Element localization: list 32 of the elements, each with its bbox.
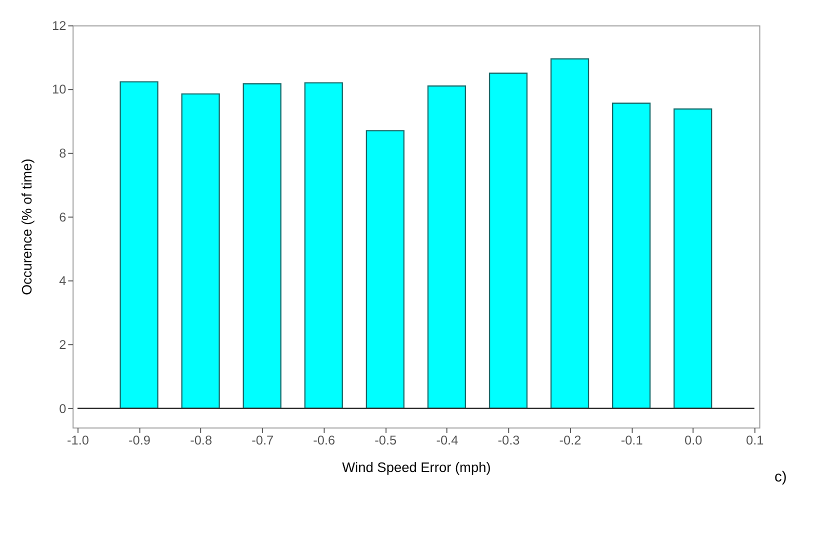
text: c) — [774, 470, 787, 486]
x-tick-label: -1.0 — [66, 432, 89, 448]
x-tick-label: -0.1 — [620, 432, 643, 448]
bar — [550, 58, 590, 409]
y-tick-label: 4 — [59, 273, 66, 288]
bar — [181, 93, 220, 409]
y-axis-title: Occurence (% of time) — [19, 158, 34, 296]
y-tick-label: 12 — [52, 18, 66, 33]
bar — [120, 81, 158, 409]
y-tick-label: 0 — [59, 400, 66, 416]
bar — [242, 83, 282, 409]
x-tick-label: 0.0 — [684, 432, 702, 448]
y-tick-label: 10 — [52, 82, 66, 97]
bar — [304, 82, 343, 409]
bar — [674, 108, 712, 409]
x-axis-title: Wind Speed Error (mph) — [342, 460, 491, 476]
y-tick-label: 6 — [59, 209, 66, 224]
x-tick-label: -0.9 — [128, 432, 151, 448]
x-tick-label: -0.3 — [498, 432, 520, 448]
y-tick-label: 2 — [59, 336, 66, 352]
bar — [366, 130, 404, 409]
bar — [427, 85, 466, 409]
x-tick-label: 0.1 — [746, 432, 764, 448]
bar — [612, 102, 651, 409]
x-tick-label: -0.5 — [374, 432, 397, 448]
x-tick-label: -0.4 — [436, 432, 458, 448]
x-tick-label: -0.7 — [252, 432, 274, 448]
x-tick-label: -0.2 — [559, 432, 582, 448]
x-tick-label: -0.6 — [313, 432, 336, 448]
bar — [488, 72, 528, 409]
x-tick-label: -0.8 — [190, 432, 212, 448]
y-tick-label: 8 — [59, 145, 66, 160]
